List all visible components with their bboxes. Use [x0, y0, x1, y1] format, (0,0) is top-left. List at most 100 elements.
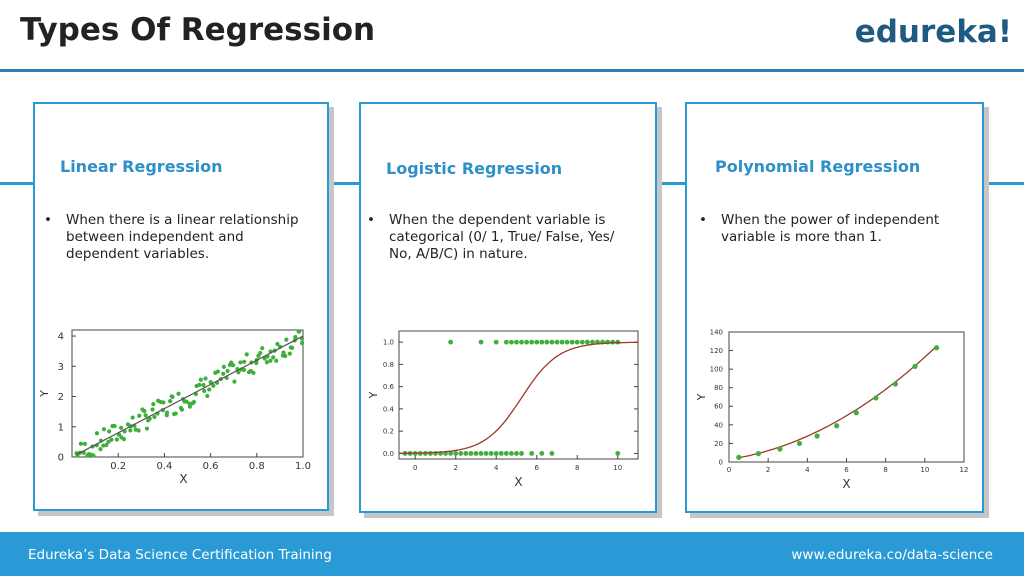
- header-rule: [0, 69, 1024, 72]
- data-point: [221, 371, 226, 376]
- footer-course-name: Edureka’s Data Science Certification Tra…: [28, 547, 332, 563]
- y-tick-label: 80: [714, 384, 723, 392]
- data-point: [448, 339, 454, 345]
- data-point: [427, 451, 433, 456]
- data-point: [101, 427, 107, 432]
- data-point: [549, 451, 555, 456]
- plot-frame: [728, 331, 965, 463]
- card-bullet: When the dependent variable is categoric…: [367, 212, 637, 263]
- data-point: [260, 346, 265, 351]
- data-point: [579, 339, 585, 345]
- data-point: [834, 423, 840, 429]
- y-tick-label: 0.0: [383, 450, 394, 458]
- data-point: [534, 339, 540, 345]
- data-point: [236, 370, 241, 375]
- card-logistic-regression: Logistic Regression When the dependent v…: [359, 102, 657, 513]
- data-point: [873, 395, 879, 401]
- x-tick-label: 10: [613, 464, 622, 472]
- data-point: [814, 433, 820, 439]
- data-point: [121, 437, 126, 442]
- y-tick-label: 0: [719, 458, 723, 466]
- data-point: [529, 451, 535, 456]
- data-point: [453, 451, 459, 456]
- data-point: [514, 339, 519, 345]
- x-axis-label: X: [842, 477, 850, 491]
- plot-frame: [398, 330, 639, 460]
- polynomial-curve: [738, 345, 938, 459]
- x-tick-label: 1.0: [295, 461, 311, 472]
- data-point: [173, 411, 178, 416]
- x-axis-label: X: [179, 472, 187, 486]
- data-point: [498, 451, 504, 456]
- data-point: [615, 451, 621, 456]
- data-point: [94, 431, 100, 436]
- data-point: [114, 437, 120, 442]
- data-point: [109, 437, 114, 442]
- data-point: [287, 351, 292, 356]
- data-point: [892, 381, 899, 387]
- card-polynomial-regression: Polynomial Regression When the power of …: [685, 102, 984, 513]
- card-title: Linear Regression: [60, 157, 223, 176]
- data-point: [128, 428, 133, 433]
- sigmoid-curve: [399, 341, 639, 454]
- y-tick-label: 60: [714, 403, 723, 411]
- data-point: [147, 416, 152, 421]
- data-point: [299, 341, 305, 346]
- data-point: [205, 393, 210, 399]
- y-tick-label: 120: [710, 347, 723, 355]
- data-point: [483, 451, 489, 456]
- data-point: [448, 451, 454, 456]
- y-tick-label: 1: [58, 422, 64, 433]
- x-tick-label: 0: [413, 464, 417, 472]
- data-point: [203, 376, 208, 381]
- x-tick-label: 8: [575, 464, 579, 472]
- data-point: [264, 360, 270, 365]
- y-tick-label: 1.0: [383, 339, 394, 347]
- y-tick-label: 2: [58, 392, 64, 403]
- data-point: [98, 447, 103, 452]
- data-point: [514, 451, 519, 456]
- x-tick-label: 8: [883, 466, 887, 474]
- data-point: [242, 359, 247, 364]
- data-point: [284, 337, 289, 342]
- plot-frame: [71, 329, 304, 458]
- data-point: [493, 451, 499, 456]
- data-point: [297, 329, 302, 334]
- data-point: [152, 414, 157, 420]
- data-point: [509, 339, 514, 345]
- data-point: [569, 339, 575, 345]
- data-point: [463, 451, 469, 456]
- y-tick-label: 3: [58, 362, 64, 373]
- footer-website-link[interactable]: www.edureka.co/data-science: [791, 547, 993, 563]
- data-point: [933, 345, 940, 351]
- card-title: Polynomial Regression: [715, 157, 921, 176]
- y-axis-label: Y: [38, 390, 51, 398]
- data-point: [231, 363, 236, 368]
- fit-line: [76, 335, 304, 456]
- data-point: [283, 353, 288, 359]
- y-tick-label: 0.6: [383, 383, 395, 391]
- data-point: [136, 428, 141, 433]
- y-tick-label: 100: [710, 366, 723, 374]
- card-bullets: When the power of independent variable i…: [699, 212, 969, 246]
- linear-regression-plot: 0.2 0.4 0.6 0.8 1.0 0 1 2 3 4 X Y: [38, 329, 311, 486]
- data-point: [584, 339, 590, 345]
- data-point: [473, 451, 479, 456]
- data-point: [293, 335, 298, 340]
- data-point: [238, 360, 243, 365]
- data-point: [176, 391, 181, 396]
- data-point: [488, 451, 494, 456]
- data-point: [82, 441, 87, 446]
- data-point: [244, 352, 249, 357]
- data-point: [564, 339, 570, 345]
- data-point: [202, 388, 207, 394]
- data-point: [590, 339, 595, 345]
- card-bullets: When there is a linear relationship betw…: [44, 212, 304, 263]
- data-point: [151, 401, 156, 407]
- data-point: [179, 407, 184, 412]
- data-point: [274, 358, 279, 363]
- data-point: [281, 350, 286, 355]
- y-tick-label: 4: [58, 332, 64, 343]
- data-point: [610, 339, 616, 345]
- x-axis-label: X: [514, 475, 522, 489]
